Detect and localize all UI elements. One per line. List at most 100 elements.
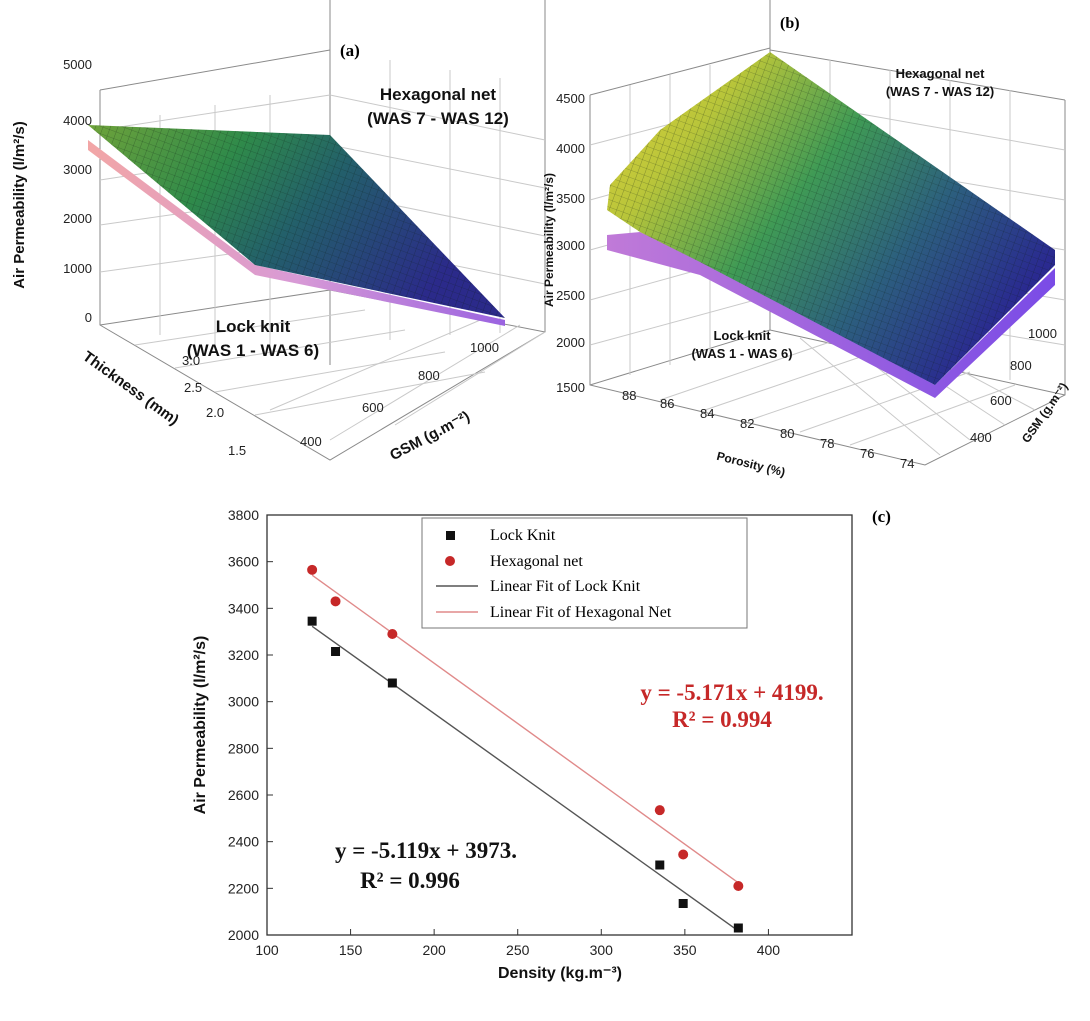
panel-c-x-axis-label: Density (kg.m⁻³) xyxy=(498,965,622,982)
panel-b-z-ticks: 4500 4000 3500 3000 2500 2000 1500 xyxy=(556,91,585,395)
z-tick: 3500 xyxy=(556,191,585,206)
y-tick-label: 3000 xyxy=(228,694,259,710)
z-tick: 4000 xyxy=(556,141,585,156)
hex-fit-equation: y = -5.171x + 4199. xyxy=(640,680,823,705)
y-tick: 600 xyxy=(362,400,384,415)
point-lock-knit xyxy=(733,923,743,933)
panel-b-label: (b) xyxy=(780,15,800,32)
panel-a-z-axis-label: Air Permeability (l/m²/s) xyxy=(11,121,28,289)
lock-fit-r2: R² = 0.996 xyxy=(360,868,460,893)
fit-line-hexagonal-net xyxy=(311,574,739,884)
x-tick: 76 xyxy=(860,446,874,461)
x-tick-label: 300 xyxy=(590,942,614,958)
z-tick: 3000 xyxy=(556,238,585,253)
point-hexagonal-net xyxy=(678,849,689,860)
x-tick: 74 xyxy=(900,456,914,471)
y-tick-label: 3800 xyxy=(228,507,259,523)
panel-b-hex-group: (WAS 7 - WAS 12) xyxy=(886,84,994,99)
panel-c-points xyxy=(307,564,744,933)
z-tick: 0 xyxy=(85,310,92,325)
point-lock-knit xyxy=(331,647,341,656)
panel-a-y-ticks: 400 600 800 1000 xyxy=(300,340,499,449)
panel-c-label: (c) xyxy=(872,507,891,526)
panel-b-y-ticks: 400 600 800 1000 xyxy=(970,326,1057,445)
z-tick: 3000 xyxy=(63,162,92,177)
x-tick: 1.5 xyxy=(228,443,246,458)
lock-fit-equation: y = -5.119x + 3973. xyxy=(335,838,517,863)
y-tick: 400 xyxy=(970,430,992,445)
x-tick: 88 xyxy=(622,388,636,403)
panel-b-surface-lock-knit xyxy=(607,232,1055,398)
x-tick: 2.5 xyxy=(184,380,202,395)
z-tick: 4500 xyxy=(556,91,585,106)
y-tick: 1000 xyxy=(470,340,499,355)
x-tick: 84 xyxy=(700,406,714,421)
panel-a-lock-group: (WAS 1 - WAS 6) xyxy=(187,341,319,360)
point-lock-knit xyxy=(307,616,317,626)
panel-a: 5000 4000 3000 2000 1000 0 Air Permeabil… xyxy=(11,0,546,464)
panel-b-z-axis-label: Air Permeability (l/m²/s) xyxy=(542,173,556,307)
y-tick-label: 2000 xyxy=(228,927,259,943)
panel-b-x-ticks: 88 86 84 82 80 78 76 74 xyxy=(622,388,914,471)
legend-fit-hexagonal-net: Linear Fit of Hexagonal Net xyxy=(490,604,672,621)
y-tick-label: 3400 xyxy=(228,600,259,616)
y-tick: 800 xyxy=(1010,358,1032,373)
x-tick: 78 xyxy=(820,436,834,451)
hex-fit-r2: R² = 0.994 xyxy=(672,707,772,732)
y-tick-label: 3200 xyxy=(228,647,259,663)
panel-b-hex-label: Hexagonal net xyxy=(896,66,986,81)
y-tick-label: 2200 xyxy=(228,880,259,896)
panel-a-x-ticks: 3.0 2.5 2.0 1.5 xyxy=(182,353,246,458)
z-tick: 4000 xyxy=(63,113,92,128)
panel-a-hex-label: Hexagonal net xyxy=(380,85,497,104)
panel-b-lock-label: Lock knit xyxy=(713,328,771,343)
legend-marker-lock-knit xyxy=(446,531,455,540)
point-lock-knit xyxy=(387,678,397,688)
z-tick: 2500 xyxy=(556,288,585,303)
y-tick: 1000 xyxy=(1028,326,1057,341)
panel-c-y-axis-label: Air Permeability (l/m²/s) xyxy=(192,636,209,815)
y-tick: 800 xyxy=(418,368,440,383)
x-tick-label: 200 xyxy=(422,942,446,958)
x-tick-label: 100 xyxy=(255,942,279,958)
panel-c-x-ticks: 100 150 200 250 300 350 400 xyxy=(255,929,780,958)
y-tick: 600 xyxy=(990,393,1012,408)
y-tick-label: 2800 xyxy=(228,740,259,756)
x-tick: 3.0 xyxy=(182,353,200,368)
z-tick: 1500 xyxy=(556,380,585,395)
x-tick-label: 250 xyxy=(506,942,530,958)
point-hexagonal-net xyxy=(330,596,341,607)
panel-a-x-axis-label: Thickness (mm) xyxy=(79,348,181,429)
panel-b: 4500 4000 3500 3000 2500 2000 1500 Air P… xyxy=(542,0,1071,479)
legend-lock-knit: Lock Knit xyxy=(490,527,556,544)
x-tick: 86 xyxy=(660,396,674,411)
panel-a-z-ticks: 5000 4000 3000 2000 1000 0 xyxy=(63,57,92,325)
panel-b-y-axis-label: GSM (g.m⁻²) xyxy=(1019,380,1071,446)
z-tick: 2000 xyxy=(63,211,92,226)
x-tick: 2.0 xyxy=(206,405,224,420)
point-hexagonal-net xyxy=(733,881,744,891)
legend-marker-hexagonal-net xyxy=(445,556,455,566)
y-tick-label: 2600 xyxy=(228,787,259,803)
panel-c-plot-frame xyxy=(266,514,853,936)
panel-c-legend: Lock Knit Hexagonal net Linear Fit of Lo… xyxy=(421,517,748,629)
x-tick-label: 400 xyxy=(757,942,781,958)
point-lock-knit xyxy=(655,860,665,870)
z-tick: 1000 xyxy=(63,261,92,276)
y-tick-label: 2400 xyxy=(228,834,259,850)
z-tick: 2000 xyxy=(556,335,585,350)
fit-line-lock-knit xyxy=(311,625,739,932)
legend-hexagonal-net: Hexagonal net xyxy=(490,553,583,570)
x-tick: 82 xyxy=(740,416,754,431)
panel-a-hex-group: (WAS 7 - WAS 12) xyxy=(367,109,509,128)
y-tick-label: 3600 xyxy=(228,554,259,570)
panel-c: 2000 2200 2400 2600 2800 3000 3200 3400 3600 3800… xyxy=(192,507,891,982)
x-tick-label: 150 xyxy=(339,942,363,958)
panel-a-label: (a) xyxy=(340,41,360,60)
point-hexagonal-net xyxy=(654,805,665,816)
x-tick: 80 xyxy=(780,426,794,441)
panel-c-fit-lines xyxy=(311,574,739,932)
legend-fit-lock-knit: Linear Fit of Lock Knit xyxy=(490,578,641,595)
panel-a-y-axis-label: GSM (g.m⁻²) xyxy=(387,408,473,464)
